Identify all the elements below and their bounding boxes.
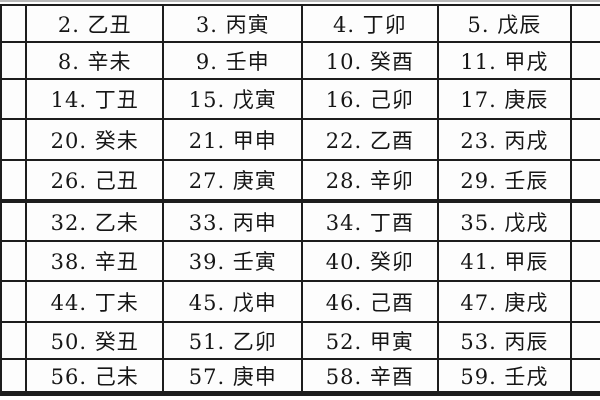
table-cell: [2, 80, 27, 118]
table-cell: 41. 甲辰: [439, 242, 573, 280]
table-cell: 3. 丙寅: [164, 6, 304, 41]
table-cell: [572, 203, 600, 240]
table-cell: [572, 120, 600, 159]
table-cell: 27. 庚寅: [164, 161, 304, 199]
photo-top-edge: [0, 0, 600, 2]
table-cell: 53. 丙辰: [439, 323, 573, 358]
table-cell: 15. 戊寅: [164, 80, 304, 118]
table-cell: [2, 242, 27, 280]
table-cell: 21. 甲申: [164, 120, 304, 159]
table-cell: [2, 161, 27, 199]
table-row: 20. 癸未 21. 甲申 22. 乙酉 23. 丙戌: [2, 120, 600, 161]
table-cell: 45. 戊申: [164, 282, 304, 321]
table-cell: [2, 282, 27, 321]
table-cell: 57. 庚申: [164, 360, 304, 391]
table-cell: 5. 戊辰: [439, 6, 573, 41]
table-cell: 40. 癸卯: [303, 242, 439, 280]
table-cell: 44. 丁未: [27, 282, 165, 321]
table-cell: [572, 6, 600, 41]
table-row: 44. 丁未 45. 戊申 46. 己酉 47. 庚戌: [2, 282, 600, 323]
table-cell: 33. 丙申: [164, 203, 304, 240]
table-cell: [572, 80, 600, 118]
table-cell: 22. 乙酉: [303, 120, 439, 159]
table-cell: 11. 甲戌: [439, 43, 573, 78]
table-cell: 56. 己未: [27, 360, 165, 391]
table-cell: [2, 360, 27, 391]
table-cell: 10. 癸酉: [303, 43, 439, 78]
table-cell: 50. 癸丑: [27, 323, 165, 358]
table-cell: [2, 203, 27, 240]
table-cell: 14. 丁丑: [27, 80, 165, 118]
sexagenary-cycle-table: 2. 乙丑 3. 丙寅 4. 丁卯 5. 戊辰 8. 辛未 9. 壬申 10. …: [0, 4, 600, 396]
table-cell: 39. 壬寅: [164, 242, 304, 280]
table-cell: [572, 242, 600, 280]
table-cell: 34. 丁酉: [303, 203, 439, 240]
table-cell: 28. 辛卯: [303, 161, 439, 199]
table-row: 2. 乙丑 3. 丙寅 4. 丁卯 5. 戊辰: [2, 6, 600, 43]
table-row: 38. 辛丑 39. 壬寅 40. 癸卯 41. 甲辰: [2, 242, 600, 282]
table-cell: 23. 丙戌: [439, 120, 573, 159]
table-cell: 17. 庚辰: [439, 80, 573, 118]
table-cell: 29. 壬辰: [439, 161, 573, 199]
table-cell: 38. 辛丑: [27, 242, 165, 280]
table-cell: [572, 323, 600, 358]
table-cell: [572, 360, 600, 391]
table-cell: 2. 乙丑: [27, 6, 165, 41]
table-cell: 58. 辛酉: [303, 360, 439, 391]
table-cell: [572, 43, 600, 78]
table-cell: [2, 323, 27, 358]
table-cell: 51. 乙卯: [164, 323, 304, 358]
table-row: 50. 癸丑 51. 乙卯 52. 甲寅 53. 丙辰: [2, 323, 600, 360]
table-row: 8. 辛未 9. 壬申 10. 癸酉 11. 甲戌: [2, 43, 600, 80]
table-cell: 4. 丁卯: [303, 6, 439, 41]
table-cell: [2, 43, 27, 78]
table-cell: [572, 161, 600, 199]
table-row: 26. 己丑 27. 庚寅 28. 辛卯 29. 壬辰: [2, 161, 600, 203]
table-cell: 59. 壬戌: [439, 360, 573, 391]
table-cell: 16. 己卯: [303, 80, 439, 118]
table-cell: 32. 乙未: [27, 203, 165, 240]
table-row: 32. 乙未 33. 丙申 34. 丁酉 35. 戊戌: [2, 203, 600, 242]
table-cell: 46. 己酉: [303, 282, 439, 321]
table-row: 56. 己未 57. 庚申 58. 辛酉 59. 壬戌: [2, 360, 600, 391]
table-cell: 35. 戊戌: [439, 203, 573, 240]
table-cell: 20. 癸未: [27, 120, 165, 159]
table-cell: 52. 甲寅: [303, 323, 439, 358]
table-row: 14. 丁丑 15. 戊寅 16. 己卯 17. 庚辰: [2, 80, 600, 120]
table-cell: 8. 辛未: [27, 43, 165, 78]
table-cell: [2, 6, 27, 41]
table-cell: 9. 壬申: [164, 43, 304, 78]
table-cell: [2, 120, 27, 159]
table-cell: [572, 282, 600, 321]
table-cell: 47. 庚戌: [439, 282, 573, 321]
table-cell: 26. 己丑: [27, 161, 165, 199]
